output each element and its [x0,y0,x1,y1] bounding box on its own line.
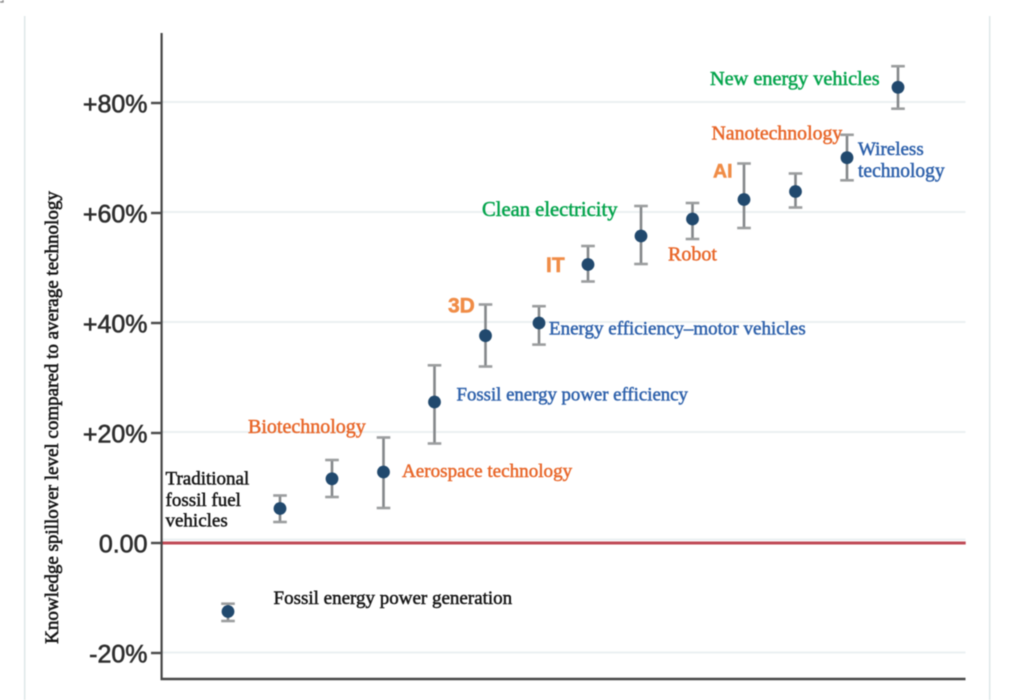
svg-text:vehicles: vehicles [166,511,228,532]
svg-text:3D: 3D [448,295,475,318]
svg-text:+20%: +20% [83,421,148,449]
svg-text:AI: AI [713,161,733,183]
svg-text:IT: IT [546,254,565,277]
svg-text:New energy vehicles: New energy vehicles [710,68,880,90]
svg-text:-20%: -20% [89,641,147,669]
svg-text:+60%: +60% [83,201,148,229]
svg-text:Robot: Robot [668,244,717,266]
svg-text:fossil fuel: fossil fuel [166,490,241,511]
svg-text:Traditional: Traditional [166,469,250,490]
svg-text:Biotechnology: Biotechnology [248,416,366,438]
svg-text:+80%: +80% [83,91,148,119]
svg-text:Aerospace technology: Aerospace technology [402,461,573,482]
svg-text:Clean electricity: Clean electricity [482,199,618,221]
svg-text:+40%: +40% [83,311,148,339]
svg-text:0.00: 0.00 [99,531,148,559]
svg-text:Nanotechnology: Nanotechnology [712,123,843,145]
svg-text:Fossil energy power efficiency: Fossil energy power efficiency [457,385,689,406]
svg-text:Wireless: Wireless [858,139,924,160]
svg-text:Energy efficiency–motor vehicl: Energy efficiency–motor vehicles [549,319,806,340]
svg-text:Fossil energy power generation: Fossil energy power generation [274,588,513,609]
svg-text:Knowledge spillover level comp: Knowledge spillover level compared to av… [42,191,63,644]
svg-text:technology: technology [858,161,945,182]
